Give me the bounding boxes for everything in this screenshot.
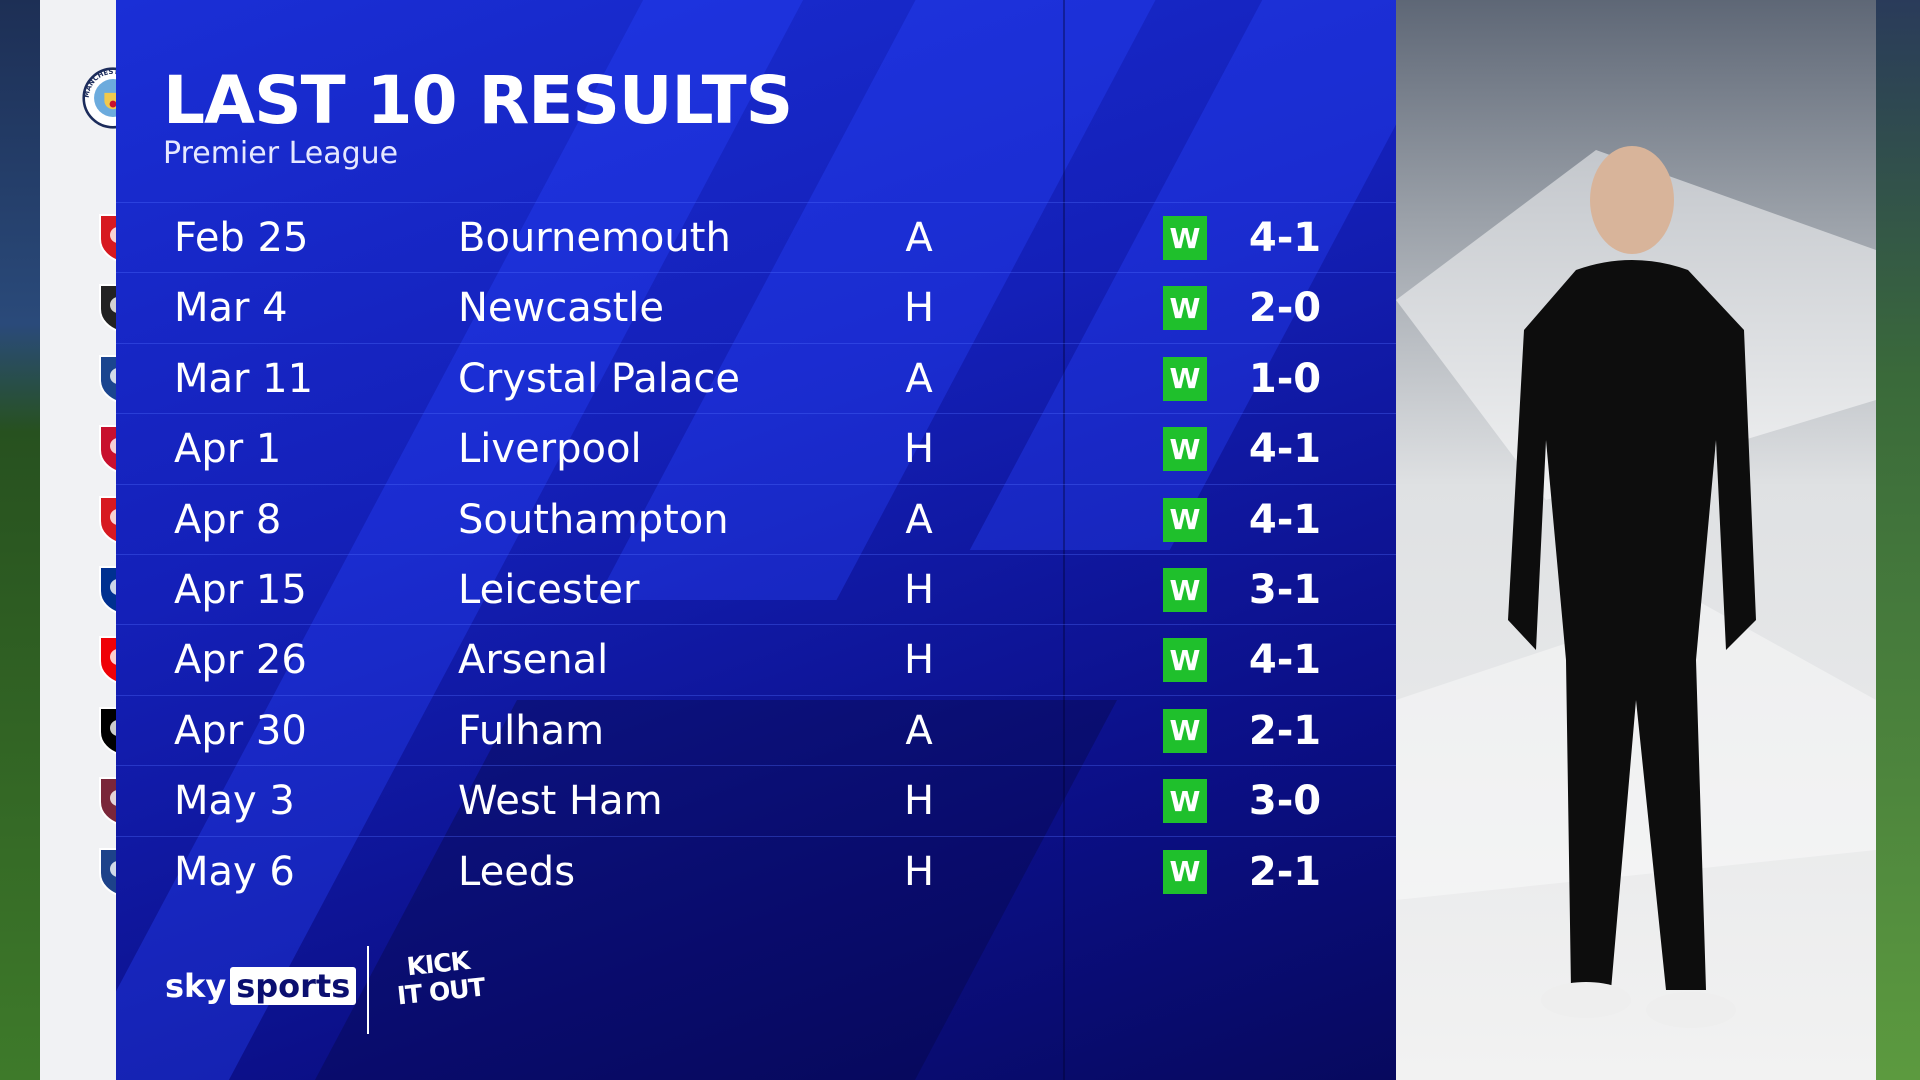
opponent-name: Bournemouth bbox=[458, 215, 731, 261]
venue: A bbox=[905, 215, 933, 261]
result-badge: W bbox=[1163, 356, 1207, 401]
opponent-name: Newcastle bbox=[458, 285, 664, 332]
score: 2-0 bbox=[1248, 285, 1322, 332]
manager-photo bbox=[1396, 0, 1876, 1080]
match-date: May 6 bbox=[174, 848, 295, 895]
result-row: May 3 West Ham H W 3-0 bbox=[116, 765, 1396, 835]
result-row: Mar 4 Newcastle H W 2-0 bbox=[116, 272, 1396, 342]
venue: H bbox=[903, 285, 935, 332]
score: 3-0 bbox=[1248, 778, 1322, 825]
result-row: May 6 Leeds H W 2-1 bbox=[116, 835, 1396, 906]
score: 3-1 bbox=[1248, 567, 1322, 613]
match-date: Feb 25 bbox=[174, 215, 309, 261]
logo-divider bbox=[367, 946, 369, 1034]
page-title: LAST 10 RESULTS bbox=[163, 62, 793, 139]
opponent-name: Leeds bbox=[458, 848, 576, 895]
result-badge: W bbox=[1163, 497, 1207, 542]
match-date: Apr 30 bbox=[174, 707, 307, 754]
badge-strip: Manchester City bbox=[40, 0, 144, 1080]
venue: H bbox=[903, 567, 935, 613]
opponent-name: Southampton bbox=[458, 496, 729, 543]
score: 4-1 bbox=[1248, 426, 1322, 473]
results-panel: LAST 10 RESULTS Premier League Feb 25 Bo… bbox=[116, 0, 1396, 1080]
result-row: Apr 15 Leicester H W 3-1 bbox=[116, 554, 1396, 624]
result-row: Feb 25 Bournemouth A W 4-1 bbox=[116, 202, 1396, 272]
opponent-name: Fulham bbox=[458, 707, 605, 754]
result-badge: W bbox=[1163, 568, 1207, 612]
stadium-background-right bbox=[1876, 0, 1920, 1080]
match-date: Apr 15 bbox=[174, 567, 307, 613]
result-badge: W bbox=[1163, 427, 1207, 472]
opponent-name: Arsenal bbox=[458, 637, 609, 684]
match-date: May 3 bbox=[174, 778, 295, 825]
match-date: Apr 8 bbox=[174, 496, 282, 543]
score: 4-1 bbox=[1248, 215, 1322, 261]
result-row: Apr 30 Fulham A W 2-1 bbox=[116, 694, 1396, 765]
sky-sports-logo: sky sports bbox=[165, 967, 357, 1005]
result-badge: W bbox=[1163, 216, 1207, 260]
score: 1-0 bbox=[1248, 355, 1322, 402]
stadium-background-left bbox=[0, 0, 40, 1080]
venue: H bbox=[903, 778, 935, 825]
venue: A bbox=[905, 496, 933, 543]
venue: H bbox=[903, 848, 935, 895]
competition-subtitle: Premier League bbox=[163, 136, 399, 171]
opponent-name: Liverpool bbox=[458, 426, 642, 473]
column-divider bbox=[1063, 0, 1065, 1080]
score: 4-1 bbox=[1248, 637, 1322, 684]
result-badge: W bbox=[1163, 779, 1207, 824]
venue: H bbox=[903, 637, 935, 684]
result-row: Apr 1 Liverpool H W 4-1 bbox=[116, 413, 1396, 483]
result-row: Apr 8 Southampton A W 4-1 bbox=[116, 483, 1396, 554]
kick-it-out-logo: KICK IT OUT bbox=[395, 945, 486, 1011]
venue: A bbox=[905, 707, 933, 754]
result-badge: W bbox=[1163, 286, 1207, 331]
result-badge: W bbox=[1163, 638, 1207, 683]
result-badge: W bbox=[1163, 708, 1207, 753]
opponent-name: Crystal Palace bbox=[458, 355, 740, 402]
result-badge: W bbox=[1163, 849, 1207, 894]
match-date: Mar 11 bbox=[174, 355, 314, 402]
score: 4-1 bbox=[1248, 496, 1322, 543]
match-date: Apr 26 bbox=[174, 637, 307, 684]
opponent-name: Leicester bbox=[458, 567, 640, 613]
result-row: Mar 11 Crystal Palace A W 1-0 bbox=[116, 342, 1396, 413]
match-date: Mar 4 bbox=[174, 285, 288, 332]
score: 2-1 bbox=[1248, 707, 1322, 754]
result-row: Apr 26 Arsenal H W 4-1 bbox=[116, 624, 1396, 694]
match-date: Apr 1 bbox=[174, 426, 282, 473]
opponent-name: West Ham bbox=[458, 778, 663, 825]
score: 2-1 bbox=[1248, 848, 1322, 895]
venue: A bbox=[905, 355, 933, 402]
venue: H bbox=[903, 426, 935, 473]
